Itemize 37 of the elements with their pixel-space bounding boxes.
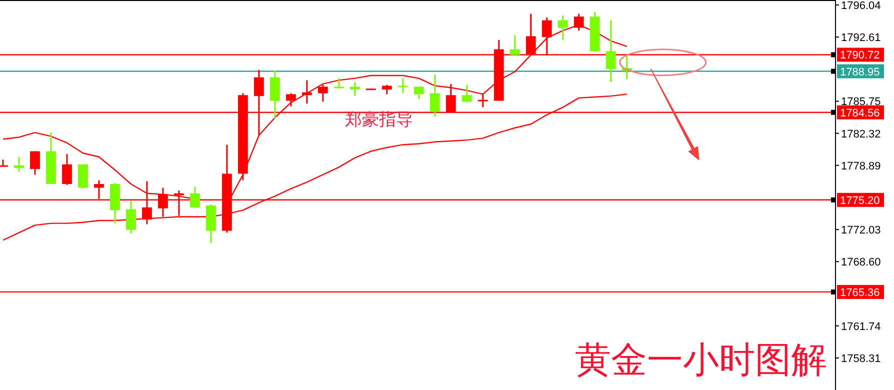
y-tick-label: 1792.61	[841, 32, 881, 44]
candlestick	[558, 14, 568, 41]
annotation: 郑豪指导	[344, 110, 413, 130]
candlestick	[302, 79, 312, 104]
y-tick-label: 1778.89	[841, 160, 881, 172]
y-tick-label: 1772.03	[841, 224, 881, 237]
candlestick	[190, 186, 200, 208]
ref-line-label: 1775.20	[840, 194, 880, 207]
candlestick	[350, 81, 360, 97]
candlestick	[270, 70, 280, 120]
candlestick	[14, 156, 24, 173]
candlestick	[462, 84, 472, 104]
candlestick	[334, 78, 344, 90]
candlestick	[414, 86, 424, 100]
y-tick-label: 1796.04	[841, 0, 881, 12]
candlestick	[510, 34, 520, 56]
ref-line-label: 1790.72	[840, 50, 880, 62]
y-tick-label: 1758.31	[841, 352, 881, 365]
y-tick-label: 1785.75	[841, 96, 881, 108]
candlestick	[318, 84, 328, 102]
candlestick	[478, 92, 488, 108]
text: 黄金一小时图解	[575, 339, 827, 380]
ref-line-label: 1765.36	[840, 286, 880, 299]
ref-line-label: 1784.56	[840, 107, 880, 120]
y-tick-label: 1761.74	[841, 320, 881, 333]
candlestick	[286, 92, 296, 108]
candlestick	[382, 84, 392, 95]
candlestick	[398, 78, 408, 94]
candlestick	[78, 164, 88, 190]
y-tick-label: 1768.60	[841, 256, 881, 269]
candlestick	[126, 200, 136, 234]
candlestick	[606, 20, 616, 83]
ref-line-label: 1788.95	[840, 66, 880, 78]
y-tick-label: 1782.32	[841, 128, 881, 140]
candlestick	[30, 150, 40, 176]
candlestick	[430, 74, 440, 118]
candlestick	[62, 153, 72, 186]
